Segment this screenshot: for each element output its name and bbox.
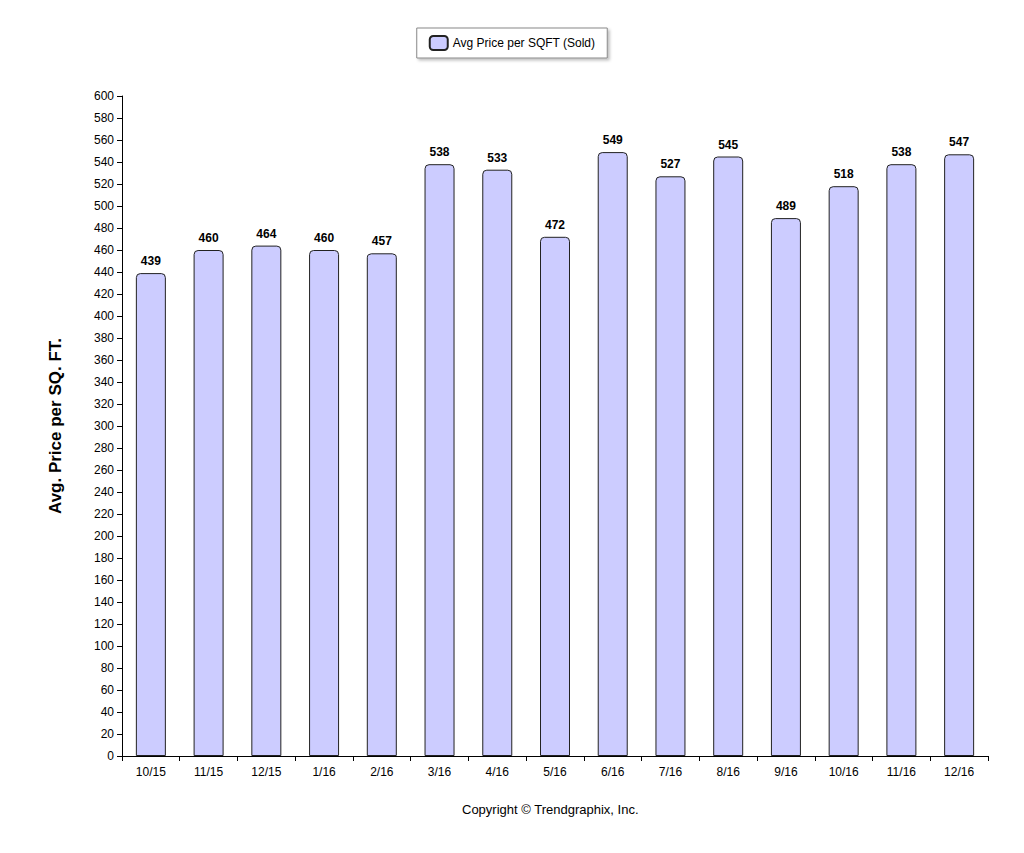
svg-text:8/16: 8/16 [717,765,741,779]
svg-text:160: 160 [94,573,114,587]
svg-text:518: 518 [834,167,854,181]
svg-text:200: 200 [94,529,114,543]
svg-text:7/16: 7/16 [659,765,683,779]
svg-text:547: 547 [949,135,969,149]
svg-text:9/16: 9/16 [774,765,798,779]
svg-text:3/16: 3/16 [428,765,452,779]
svg-text:500: 500 [94,199,114,213]
svg-text:280: 280 [94,441,114,455]
svg-text:4/16: 4/16 [486,765,510,779]
svg-text:464: 464 [256,227,276,241]
svg-text:20: 20 [101,727,115,741]
svg-text:60: 60 [101,683,115,697]
svg-text:300: 300 [94,419,114,433]
svg-text:11/16: 11/16 [887,765,916,779]
svg-text:5/16: 5/16 [543,765,567,779]
svg-text:Avg Price per SQFT (Sold): Avg Price per SQFT (Sold) [453,36,595,50]
svg-text:10/16: 10/16 [829,765,859,779]
svg-text:380: 380 [94,331,114,345]
svg-text:549: 549 [603,133,623,147]
svg-text:80: 80 [101,661,115,675]
svg-text:480: 480 [94,221,114,235]
svg-text:457: 457 [372,234,392,248]
svg-text:538: 538 [891,145,911,159]
svg-text:12/16: 12/16 [944,765,974,779]
svg-text:545: 545 [718,138,738,152]
svg-text:260: 260 [94,463,114,477]
svg-text:400: 400 [94,309,114,323]
svg-text:440: 440 [94,265,114,279]
svg-text:527: 527 [660,157,680,171]
svg-text:538: 538 [430,145,450,159]
svg-text:580: 580 [94,111,114,125]
svg-text:100: 100 [94,639,114,653]
svg-text:489: 489 [776,199,796,213]
svg-text:340: 340 [94,375,114,389]
svg-text:460: 460 [94,243,114,257]
svg-text:11/15: 11/15 [194,765,223,779]
svg-text:10/15: 10/15 [136,765,166,779]
svg-text:Copyright © Trendgraphix, Inc.: Copyright © Trendgraphix, Inc. [462,802,639,817]
svg-text:520: 520 [94,177,114,191]
svg-text:360: 360 [94,353,114,367]
svg-text:120: 120 [94,617,114,631]
svg-text:540: 540 [94,155,114,169]
svg-text:240: 240 [94,485,114,499]
svg-text:420: 420 [94,287,114,301]
svg-text:220: 220 [94,507,114,521]
svg-text:560: 560 [94,133,114,147]
svg-text:320: 320 [94,397,114,411]
svg-text:460: 460 [199,231,219,245]
svg-text:2/16: 2/16 [370,765,394,779]
svg-text:140: 140 [94,595,114,609]
svg-text:180: 180 [94,551,114,565]
svg-text:0: 0 [107,749,114,763]
svg-text:6/16: 6/16 [601,765,625,779]
svg-text:460: 460 [314,231,334,245]
svg-text:1/16: 1/16 [312,765,336,779]
svg-text:472: 472 [545,218,565,232]
svg-text:12/15: 12/15 [251,765,281,779]
svg-text:439: 439 [141,254,161,268]
svg-text:40: 40 [101,705,115,719]
svg-text:600: 600 [94,89,114,103]
svg-text:533: 533 [487,151,507,165]
svg-text:Avg. Price per SQ. FT.: Avg. Price per SQ. FT. [46,338,65,514]
